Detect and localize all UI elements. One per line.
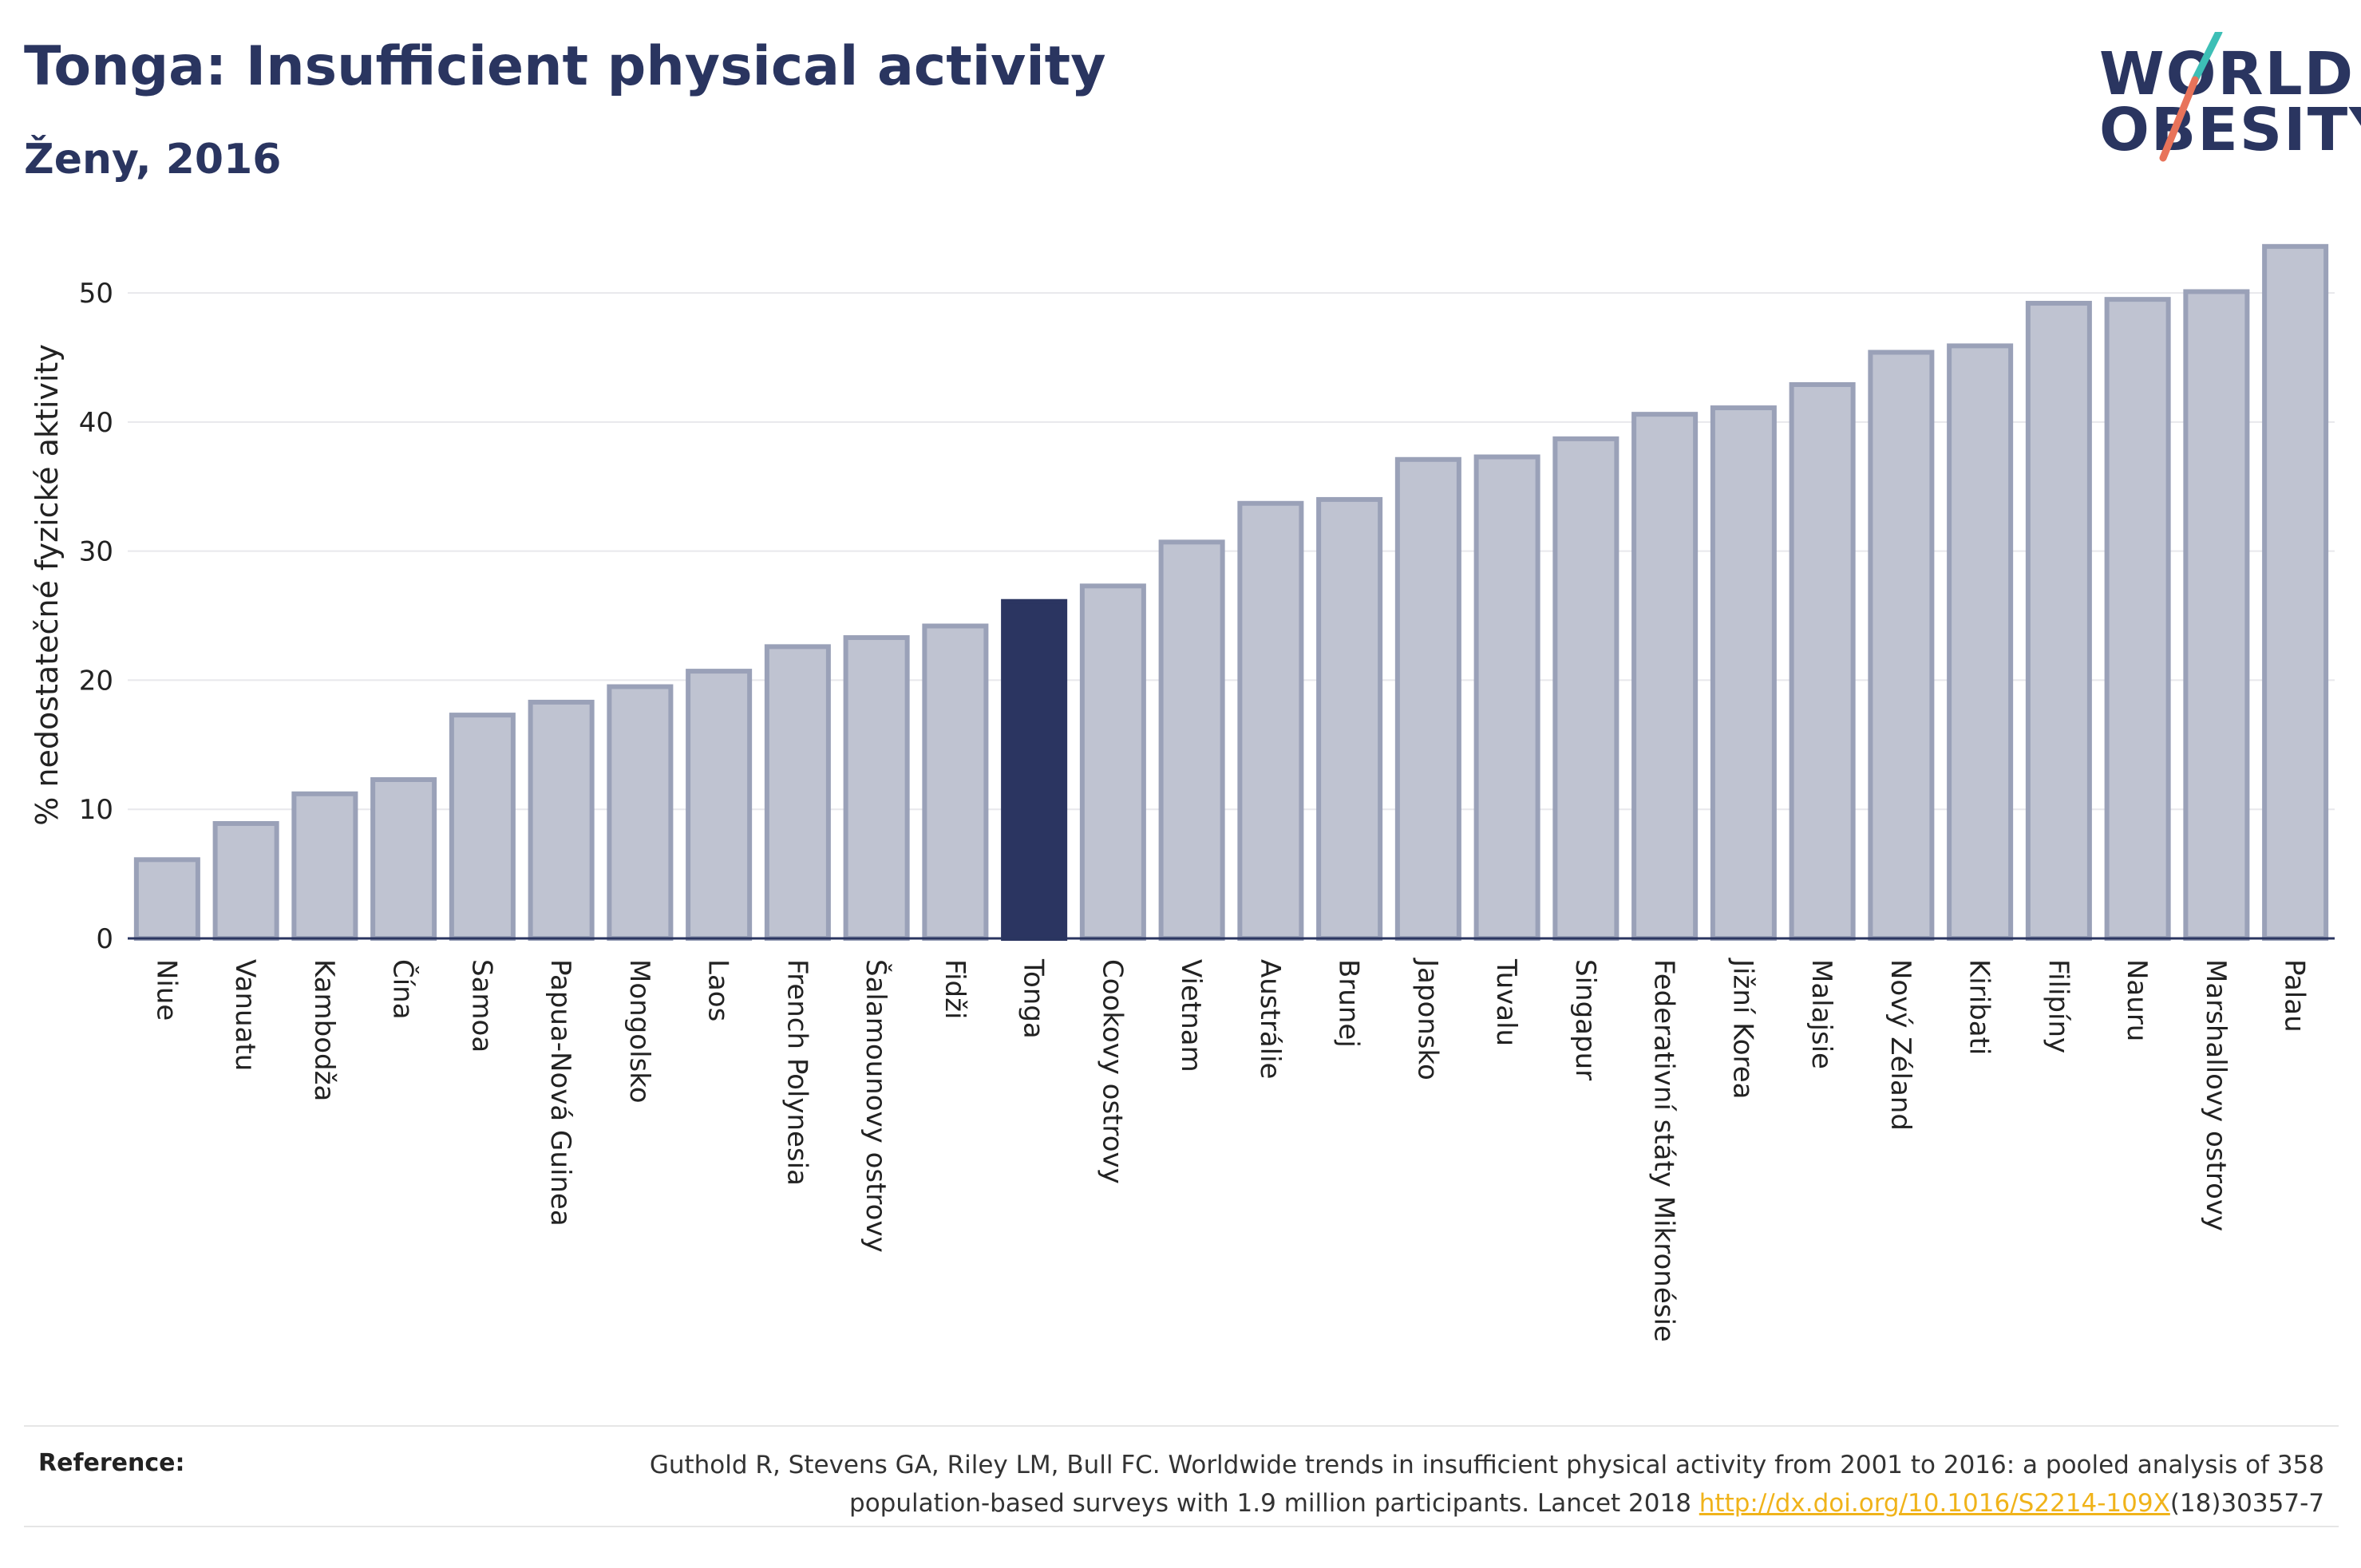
y-tick-label: 30 <box>79 536 113 568</box>
bar-vietnam <box>1158 539 1225 941</box>
reference-doi-link[interactable]: http://dx.doi.org/10.1016/S2214-109X <box>1699 1489 2170 1518</box>
bar-french-polynesia <box>764 644 831 941</box>
x-tick-label: Marshallovy ostrovy <box>2200 959 2232 1231</box>
world-obesity-logo: WORLD OBESITY <box>2075 32 2361 176</box>
bar-brunej <box>1316 496 1383 941</box>
reference-top-rule <box>24 1425 2339 1427</box>
reference-text-part3: (18)30357-7 <box>2169 1489 2324 1518</box>
bar-papua-nov-guinea <box>528 699 595 941</box>
reference-label: Reference: <box>38 1449 185 1477</box>
bar-tonga <box>1001 598 1068 941</box>
x-tick-label: Federativní státy Mikronésie <box>1648 959 1680 1342</box>
bar-tuvalu <box>1473 454 1540 941</box>
x-tick-label: Nový Zéland <box>1884 959 1916 1131</box>
x-tick-label: Singapur <box>1569 959 1601 1080</box>
x-tick-label: Nauru <box>2121 959 2153 1041</box>
bar-kiribati <box>1947 343 2014 941</box>
bar--alamounovy-ostrovy <box>843 635 910 942</box>
x-tick-label: Mongolsko <box>623 959 655 1104</box>
x-tick-label: Japonsko <box>1411 958 1443 1080</box>
x-tick-label: Kambodža <box>308 959 340 1101</box>
x-tick-label: Vanuatu <box>229 959 261 1071</box>
y-axis-title: % nedostatečné fyzické aktivity <box>30 344 65 826</box>
bar-fid-i <box>922 623 989 941</box>
bar-filip-ny <box>2025 301 2092 941</box>
bar-samoa <box>449 713 516 941</box>
bar-palau <box>2262 243 2329 942</box>
bar-vanuatu <box>212 821 279 942</box>
logo-text-obesity: OBESITY <box>2099 96 2361 164</box>
reference-text: Guthold R, Stevens GA, Riley LM, Bull FC… <box>488 1446 2324 1523</box>
bar-austr-lie <box>1237 500 1304 941</box>
x-tick-label: Jižní Korea <box>1726 958 1758 1100</box>
x-tick-label: Tonga <box>1018 958 1050 1039</box>
logo-slash-icon <box>2159 32 2223 162</box>
x-tick-label: Šalamounovy ostrovy <box>860 959 892 1253</box>
bar-kambod-a <box>291 791 358 941</box>
x-tick-label: Malajsie <box>1805 959 1837 1069</box>
bar-cookovy-ostrovy <box>1079 583 1146 941</box>
x-tick-label: Filipíny <box>2042 959 2074 1053</box>
x-tick-label: Vietnam <box>1175 959 1207 1072</box>
x-tick-label: Cookovy ostrovy <box>1096 959 1128 1184</box>
bar-chart: 0 10 20 30 40 50 Niue Vanuatu Kambodža Čína Samoa P… <box>30 243 2335 1342</box>
x-tick-label: Niue <box>150 959 182 1021</box>
x-tick-label: Tuvalu <box>1490 958 1522 1046</box>
x-tick-label: Laos <box>702 959 734 1021</box>
y-tick-label: 20 <box>79 665 113 697</box>
x-tick-label: Palau <box>2279 959 2311 1033</box>
bar-laos <box>686 669 753 941</box>
x-tick-label: Papua-Nová Guinea <box>544 959 576 1226</box>
x-tick-label: Kiribati <box>1964 959 1995 1055</box>
y-tick-label: 40 <box>79 407 113 439</box>
x-tick-label: French Polynesia <box>781 959 813 1186</box>
bar-singapur <box>1552 436 1619 941</box>
y-tick-label: 50 <box>79 278 113 310</box>
chart-subtitle: Ženy, 2016 <box>24 136 282 184</box>
chart-title: Tonga: Insufficient physical activity <box>24 35 1106 98</box>
logo-text-world: WORLD <box>2099 40 2355 109</box>
bar-ji-n-korea <box>1710 405 1777 941</box>
bar-nov-z-land <box>1868 350 1935 941</box>
bar-niue <box>133 857 200 941</box>
bar-marshallovy-ostrovy <box>2183 289 2250 942</box>
bar-mongolsko <box>607 684 674 942</box>
reference-text-part2: population-based surveys with 1.9 millio… <box>849 1489 1699 1518</box>
bar-malajsie <box>1789 381 1856 942</box>
reference-bottom-rule <box>24 1526 2339 1527</box>
y-tick-label: 0 <box>96 923 113 955</box>
x-tick-label: Samoa <box>465 959 497 1053</box>
x-tick-label: Austrálie <box>1254 959 1286 1079</box>
reference-text-part1: Guthold R, Stevens GA, Riley LM, Bull FC… <box>649 1451 2324 1479</box>
x-tick-label: Čína <box>387 959 420 1020</box>
y-tick-label: 10 <box>79 794 113 826</box>
bar-federativn-st-ty-mikron-sie <box>1631 412 1699 941</box>
x-tick-label: Fidži <box>939 959 971 1019</box>
x-tick-label: Brunej <box>1333 959 1365 1048</box>
bar-nauru <box>2104 297 2171 941</box>
bar-japonsko <box>1394 456 1461 941</box>
bar--na <box>370 777 437 942</box>
